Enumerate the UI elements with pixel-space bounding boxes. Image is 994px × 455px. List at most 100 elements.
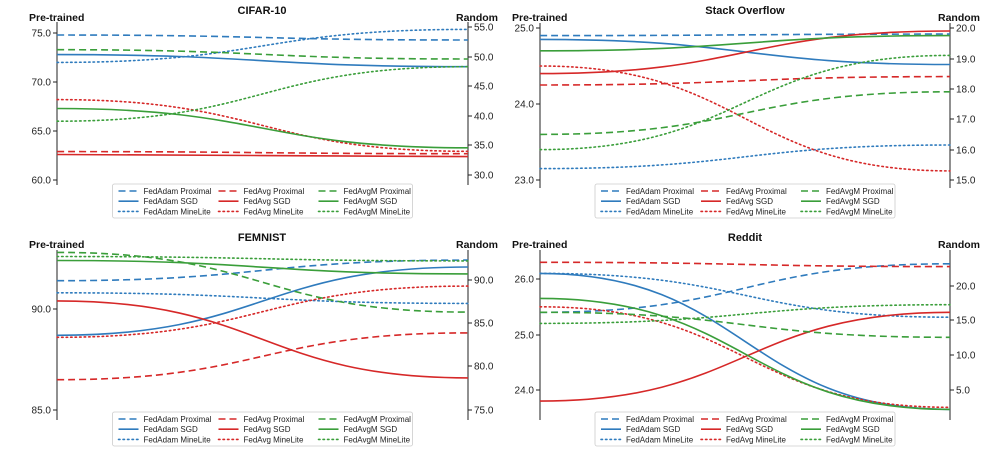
right-tick-label-cifar-10: 50.0 — [474, 53, 494, 64]
series-line-femnist-fedadam-minelite — [56, 292, 469, 305]
legend-label-cifar-10-fedadam-proximal: FedAdam Proximal — [144, 187, 212, 196]
panel-stack-overflow: Stack Overflow Pre-trained Random 23.0 24.0 2… — [512, 5, 980, 219]
series-line-femnist-fedavg-minelite — [56, 285, 469, 339]
right-tick-label-femnist: 90.0 — [474, 276, 494, 287]
right-tick-label-cifar-10: 40.0 — [474, 112, 494, 123]
right-tick-label-cifar-10: 55.0 — [474, 23, 494, 34]
panel-reddit: Reddit Pre-trained Random 24.0 25.0 26.0 5.0 10… — [512, 232, 980, 447]
right-axis-label-reddit: Random — [938, 239, 980, 251]
right-tick-label-stack-overflow: 15.0 — [956, 176, 976, 187]
panel-cifar-10: CIFAR-10 Pre-trained Random 60.0 65.0 70.0 75.… — [29, 5, 498, 219]
right-tick-label-reddit: 10.0 — [956, 351, 976, 362]
right-axis-label-cifar-10: Random — [456, 12, 498, 24]
series-line-reddit-fedavg-minelite — [539, 306, 951, 409]
left-tick-label-stack-overflow: 24.0 — [515, 100, 535, 111]
right-tick-label-cifar-10: 35.0 — [474, 141, 494, 152]
legend-label-stack-overflow-fedavgm-proximal: FedAvgM Proximal — [826, 187, 894, 196]
left-tick-label-stack-overflow: 25.0 — [515, 24, 535, 35]
series-line-reddit-fedavg-proximal — [539, 261, 951, 268]
right-tick-label-femnist: 80.0 — [474, 362, 494, 373]
legend-label-reddit-fedavgm-proximal: FedAvgM Proximal — [826, 415, 894, 424]
legend-label-femnist-fedavgm-sgd: FedAvgM SGD — [344, 425, 398, 434]
panel-femnist: FEMNIST Pre-trained Random 85.0 90.0 75.0 80.0… — [29, 232, 498, 447]
legend-label-stack-overflow-fedadam-minelite: FedAdam MineLite — [626, 207, 694, 216]
panel-title-femnist: FEMNIST — [238, 232, 287, 244]
left-axis-label-cifar-10: Pre-trained — [29, 12, 84, 24]
legend-label-femnist-fedavgm-minelite: FedAvgM MineLite — [344, 435, 411, 444]
legend-label-femnist-fedavg-proximal: FedAvg Proximal — [244, 415, 305, 424]
right-tick-label-cifar-10: 45.0 — [474, 82, 494, 93]
left-tick-label-reddit: 24.0 — [515, 386, 535, 397]
right-tick-label-cifar-10: 30.0 — [474, 171, 494, 182]
series-line-cifar-10-fedavgm-minelite — [56, 65, 469, 122]
legend-label-cifar-10-fedavg-proximal: FedAvg Proximal — [244, 187, 305, 196]
panel-title-cifar-10: CIFAR-10 — [238, 5, 287, 17]
right-tick-label-stack-overflow: 20.0 — [956, 24, 976, 35]
series-line-femnist-fedavg-sgd — [56, 300, 469, 379]
right-tick-label-stack-overflow: 19.0 — [956, 55, 976, 66]
legend-label-femnist-fedadam-minelite: FedAdam MineLite — [144, 435, 212, 444]
series-line-stack-overflow-fedavg-sgd — [539, 30, 951, 75]
left-tick-label-stack-overflow: 23.0 — [515, 176, 535, 187]
legend-label-stack-overflow-fedavgm-sgd: FedAvgM SGD — [826, 197, 880, 206]
legend-label-reddit-fedavg-proximal: FedAvg Proximal — [726, 415, 787, 424]
left-tick-label-cifar-10: 70.0 — [32, 78, 52, 89]
legend-label-reddit-fedavg-minelite: FedAvg MineLite — [726, 435, 786, 444]
series-line-cifar-10-fedavg-sgd — [56, 153, 469, 158]
series-line-femnist-fedavgm-sgd — [56, 259, 469, 275]
series-line-reddit-fedadam-minelite — [539, 272, 951, 318]
legend-label-stack-overflow-fedavg-minelite: FedAvg MineLite — [726, 207, 786, 216]
left-axis-label-reddit: Pre-trained — [512, 239, 567, 251]
legend-label-cifar-10-fedavg-sgd: FedAvg SGD — [244, 197, 291, 206]
legend-box-reddit — [594, 411, 896, 447]
right-tick-label-reddit: 15.0 — [956, 316, 976, 327]
legend-label-femnist-fedavg-sgd: FedAvg SGD — [244, 425, 291, 434]
left-tick-label-femnist: 90.0 — [32, 305, 52, 316]
legend-label-reddit-fedadam-minelite: FedAdam MineLite — [626, 435, 694, 444]
series-line-stack-overflow-fedavgm-proximal — [539, 91, 951, 136]
series-line-reddit-fedadam-proximal — [539, 263, 951, 314]
panel-title-stack-overflow: Stack Overflow — [705, 5, 785, 17]
legend-label-reddit-fedavgm-minelite: FedAvgM MineLite — [826, 435, 893, 444]
series-line-cifar-10-fedavgm-sgd — [56, 107, 469, 149]
right-tick-label-stack-overflow: 16.0 — [956, 146, 976, 157]
series-line-reddit-fedadam-sgd — [539, 272, 951, 411]
legend-box-femnist — [112, 411, 413, 447]
series-line-reddit-fedavgm-sgd — [539, 297, 951, 411]
legend-label-cifar-10-fedavg-minelite: FedAvg MineLite — [244, 207, 304, 216]
series-line-stack-overflow-fedavgm-sgd — [539, 34, 951, 52]
right-axis-label-stack-overflow: Random — [938, 12, 980, 24]
right-tick-label-femnist: 85.0 — [474, 319, 494, 330]
left-tick-label-reddit: 26.0 — [515, 275, 535, 286]
legend-label-cifar-10-fedadam-sgd: FedAdam SGD — [144, 197, 198, 206]
right-tick-label-reddit: 20.0 — [956, 282, 976, 293]
legend-label-stack-overflow-fedadam-sgd: FedAdam SGD — [626, 197, 680, 206]
legend-label-reddit-fedadam-sgd: FedAdam SGD — [626, 425, 680, 434]
left-tick-label-cifar-10: 60.0 — [32, 176, 52, 187]
legend-label-cifar-10-fedavgm-proximal: FedAvgM Proximal — [344, 187, 412, 196]
left-axis-label-femnist: Pre-trained — [29, 239, 84, 251]
legend-label-femnist-fedavg-minelite: FedAvg MineLite — [244, 435, 304, 444]
series-line-femnist-fedadam-sgd — [56, 266, 469, 337]
legend-label-cifar-10-fedavgm-sgd: FedAvgM SGD — [344, 197, 398, 206]
series-line-femnist-fedavg-proximal — [56, 332, 469, 381]
series-line-reddit-fedavgm-minelite — [539, 303, 951, 325]
series-line-stack-overflow-fedavgm-minelite — [539, 54, 951, 151]
series-line-femnist-fedadam-proximal — [56, 259, 469, 282]
legend-label-femnist-fedadam-sgd: FedAdam SGD — [144, 425, 198, 434]
legend-label-stack-overflow-fedavgm-minelite: FedAvgM MineLite — [826, 207, 893, 216]
right-tick-label-femnist: 75.0 — [474, 406, 494, 417]
series-line-stack-overflow-fedadam-proximal — [539, 33, 951, 37]
series-line-cifar-10-fedadam-sgd — [56, 53, 469, 68]
legend-label-femnist-fedadam-proximal: FedAdam Proximal — [144, 415, 212, 424]
series-line-cifar-10-fedadam-minelite — [56, 28, 469, 64]
series-line-stack-overflow-fedavg-minelite — [539, 65, 951, 172]
legend-label-reddit-fedavg-sgd: FedAvg SGD — [726, 425, 773, 434]
left-tick-label-cifar-10: 65.0 — [32, 127, 52, 138]
series-line-stack-overflow-fedadam-minelite — [539, 144, 951, 170]
legend-label-cifar-10-fedavgm-minelite: FedAvgM MineLite — [344, 207, 411, 216]
right-tick-label-stack-overflow: 17.0 — [956, 115, 976, 126]
series-line-cifar-10-fedavg-proximal — [56, 150, 469, 155]
